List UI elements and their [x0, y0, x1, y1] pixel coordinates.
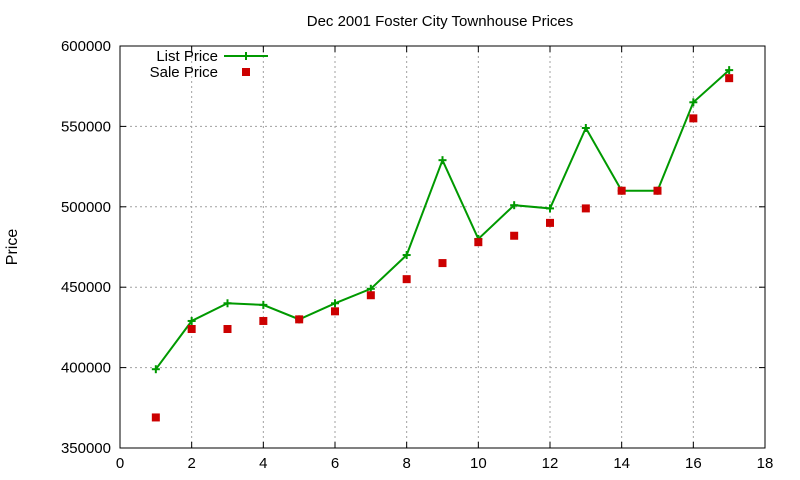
x-tick-label: 16 [685, 455, 702, 472]
point-sale-price [402, 275, 411, 284]
y-tick-label: 600000 [61, 38, 111, 55]
chart-title: Dec 2001 Foster City Townhouse Prices [307, 13, 574, 30]
x-tick-label: 14 [613, 455, 630, 472]
axis-ticks: 0 2 4 6 8 10 12 14 16 18 350000 400000 450000 500000 5… [61, 38, 773, 472]
x-tick-label: 12 [542, 455, 559, 472]
legend-marker-sale-price [242, 68, 250, 76]
x-tick-label: 6 [331, 455, 339, 472]
y-axis-label: Price [4, 229, 21, 266]
x-tick-label: 18 [757, 455, 774, 472]
point-list-price [331, 299, 339, 308]
legend-label-list-price: List Price [156, 48, 218, 65]
legend: List Price Sale Price [150, 48, 268, 81]
y-tick-label: 350000 [61, 440, 111, 457]
point-sale-price [546, 218, 554, 227]
point-sale-price [366, 291, 375, 300]
point-sale-price [581, 204, 590, 213]
point-sale-price [725, 74, 734, 83]
grid [120, 46, 765, 448]
y-tick-label: 550000 [61, 118, 111, 135]
point-list-price [689, 98, 698, 107]
point-list-price [438, 156, 447, 165]
legend-marker-list-price [242, 52, 250, 60]
point-sale-price [295, 315, 304, 324]
point-sale-price [187, 325, 196, 334]
x-tick-label: 0 [116, 455, 124, 472]
y-tick-label: 450000 [61, 279, 111, 296]
point-list-price [581, 124, 590, 133]
plot-frame [119, 45, 766, 449]
point-sale-price [474, 238, 483, 247]
point-sale-price [259, 316, 268, 325]
point-list-price [187, 316, 196, 325]
x-tick-label: 2 [187, 455, 195, 472]
point-sale-price [151, 413, 160, 422]
legend-label-sale-price: Sale Price [150, 64, 218, 81]
point-sale-price [653, 186, 662, 195]
point-sale-price [331, 307, 339, 316]
x-tick-label: 8 [402, 455, 410, 472]
y-tick-label: 500000 [61, 199, 111, 216]
x-tick-label: 4 [259, 455, 267, 472]
point-sale-price [617, 186, 626, 195]
x-tick-label: 10 [470, 455, 487, 472]
point-sale-price [689, 114, 698, 123]
point-sale-price [438, 259, 447, 268]
point-list-price [259, 300, 268, 309]
y-tick-label: 400000 [61, 360, 111, 377]
point-list-price [402, 251, 411, 260]
point-list-price [725, 66, 734, 75]
series [151, 66, 734, 422]
series-line-list-price [155, 69, 730, 370]
point-sale-price [510, 231, 519, 240]
point-list-price [151, 365, 160, 374]
point-list-price [510, 201, 519, 210]
point-sale-price [223, 325, 232, 334]
point-list-price [546, 204, 554, 213]
point-list-price [223, 299, 232, 308]
